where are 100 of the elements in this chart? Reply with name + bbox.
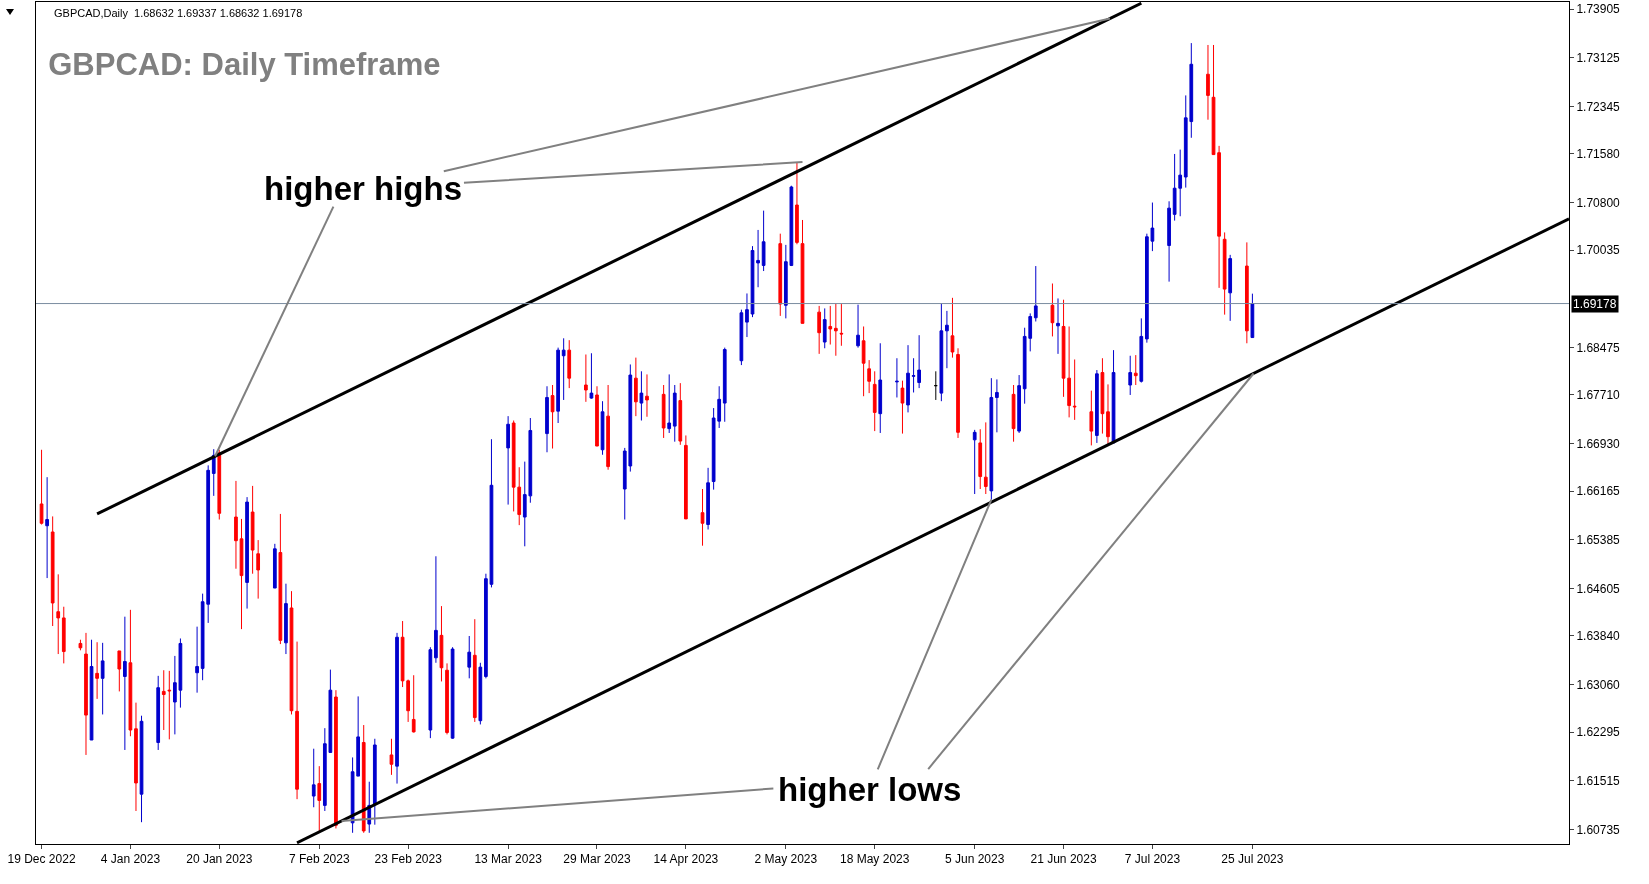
candlestick: [1167, 200, 1171, 283]
candlestick: [256, 539, 261, 600]
candlestick: [817, 305, 822, 355]
candlestick: [1017, 374, 1021, 434]
x-tick-label: 29 Mar 2023: [563, 852, 631, 867]
candlestick: [600, 400, 605, 456]
candlestick: [833, 302, 838, 357]
candlestick: [361, 724, 366, 834]
candlestick: [317, 765, 322, 833]
candlestick: [1111, 349, 1116, 444]
candlestick: [745, 292, 749, 338]
x-tick-label: 2 May 2023: [754, 852, 818, 867]
candlestick: [434, 555, 438, 664]
candlestick: [428, 646, 433, 739]
candlestick: [128, 609, 133, 737]
text: GBPCAD: Daily Timeframe: [48, 46, 441, 82]
y-tick-label: 1.64605: [1576, 581, 1621, 596]
y-tick-label: 1.66930: [1576, 436, 1621, 451]
candlestick: [634, 357, 638, 417]
x-tick-label: 7 Jul 2023: [1124, 852, 1181, 867]
candlestick: [567, 339, 572, 389]
candlestick: [450, 646, 455, 740]
x-tick-label: 13 Mar 2023: [474, 852, 543, 867]
candlestick: [95, 641, 99, 700]
candlestick: [895, 357, 899, 398]
candlestick: [195, 626, 199, 694]
candlestick: [828, 305, 833, 346]
candlestick: [1072, 358, 1077, 421]
candlestick: [1250, 293, 1255, 339]
x-tick-label: 14 Apr 2023: [653, 852, 719, 867]
candlestick: [722, 347, 727, 423]
y-tick-label: 1.66165: [1576, 484, 1621, 499]
candlestick: [1244, 241, 1249, 344]
x-tick-label: 20 Jan 2023: [186, 852, 253, 867]
candlestick: [439, 605, 444, 682]
candlestick: [972, 429, 977, 495]
candlestick: [78, 639, 83, 651]
x-tick-label: 21 Jun 2023: [1030, 852, 1097, 867]
y-tick-label: 1.67710: [1576, 388, 1621, 403]
candlestick: [739, 309, 744, 366]
y-tick-label: 1.62295: [1576, 725, 1621, 740]
y-tick-label: 1.70800: [1576, 195, 1621, 210]
candlestick: [272, 543, 277, 589]
candlestick: [606, 384, 610, 471]
candlestick: [672, 384, 677, 443]
candlestick: [123, 616, 127, 751]
candlestick: [861, 325, 866, 397]
candlestick: [700, 488, 705, 547]
candlestick: [795, 161, 799, 245]
candlestick: [1095, 369, 1099, 444]
candlestick: [1228, 254, 1233, 322]
candlestick: [84, 632, 88, 756]
candlestick: [372, 738, 377, 826]
candlestick: [1100, 357, 1105, 435]
y-tick-label: 1.65385: [1576, 532, 1621, 547]
candlestick: [995, 378, 999, 433]
candlestick: [395, 632, 399, 785]
candlestick: [584, 353, 588, 403]
candlestick: [939, 302, 944, 402]
candlestick: [45, 476, 49, 579]
candlestick: [278, 513, 283, 645]
candlestick: [61, 606, 66, 664]
candlestick: [1128, 355, 1133, 396]
x-tick-label: 19 Dec 2022: [7, 852, 76, 867]
candlestick: [134, 702, 138, 812]
candlestick: [334, 689, 338, 829]
y-tick-label: 1.70035: [1576, 243, 1621, 258]
candlestick: [506, 415, 510, 506]
y-tick-label: 1.72345: [1576, 99, 1621, 114]
candlestick: [39, 449, 44, 526]
candlestick: [800, 219, 805, 324]
candlestick: [856, 304, 860, 349]
candlestick: [989, 377, 994, 501]
candlestick: [117, 650, 122, 692]
candlestick: [289, 590, 294, 715]
candlestick: [50, 515, 55, 627]
candlestick: [645, 373, 649, 418]
candlestick: [1056, 297, 1060, 355]
candlestick: [839, 303, 844, 347]
y-tick-label: 1.71580: [1576, 147, 1621, 162]
candlestick: [706, 467, 710, 530]
candlestick: [1050, 283, 1055, 337]
candlestick: [56, 573, 61, 655]
candlestick: [822, 307, 827, 349]
candlestick: [139, 715, 144, 823]
candlestick: [589, 352, 594, 400]
candlestick: [761, 210, 766, 272]
y-tick-label: 1.73125: [1576, 50, 1621, 65]
candlestick: [978, 428, 983, 490]
candlestick: [161, 669, 166, 731]
x-tick-label: 7 Feb 2023: [288, 852, 350, 867]
candlestick: [983, 421, 988, 495]
candlestick: [933, 370, 938, 401]
annotation: higher lows: [778, 771, 962, 808]
candlestick: [550, 384, 555, 450]
candlestick: [545, 385, 549, 453]
candlestick: [950, 297, 955, 359]
candlestick: [250, 485, 255, 575]
y-tick-label: 1.63060: [1576, 677, 1621, 692]
candlestick: [239, 518, 244, 630]
